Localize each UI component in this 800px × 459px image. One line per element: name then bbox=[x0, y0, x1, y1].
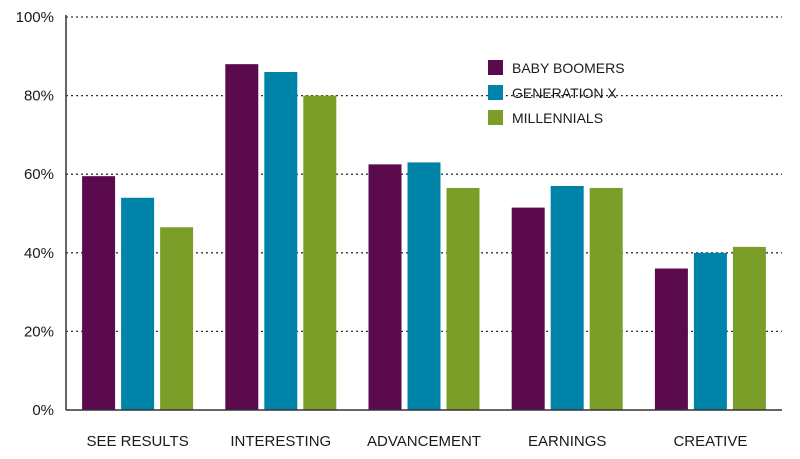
bar bbox=[160, 227, 194, 410]
x-category-label: CREATIVE bbox=[673, 433, 747, 450]
bar bbox=[303, 95, 337, 410]
legend-label: BABY BOOMERS bbox=[512, 60, 625, 76]
y-axis-tick-labels: 0% 20% 40% 60% 80% 100% bbox=[16, 9, 54, 419]
x-axis-category-labels: SEE RESULTS INTERESTING ADVANCEMENT EARNING… bbox=[86, 433, 747, 450]
y-tick-label: 40% bbox=[24, 245, 54, 262]
bar bbox=[407, 162, 441, 410]
bar bbox=[732, 246, 766, 410]
bars bbox=[82, 64, 766, 411]
x-category-label: SEE RESULTS bbox=[86, 433, 188, 450]
axes bbox=[65, 15, 782, 411]
legend-swatch bbox=[488, 85, 503, 100]
legend-label: GENERATION X bbox=[512, 85, 617, 101]
x-category-label: INTERESTING bbox=[230, 433, 331, 450]
bar bbox=[368, 164, 402, 410]
legend-swatch bbox=[488, 60, 503, 75]
legend-swatch bbox=[488, 110, 503, 125]
bar bbox=[550, 185, 584, 410]
y-tick-label: 60% bbox=[24, 166, 54, 183]
y-tick-label: 0% bbox=[32, 402, 54, 419]
y-tick-label: 80% bbox=[24, 88, 54, 105]
bar bbox=[264, 72, 298, 411]
y-tick-label: 100% bbox=[16, 9, 54, 26]
bar bbox=[589, 187, 623, 410]
bar bbox=[693, 252, 727, 410]
bar bbox=[82, 176, 116, 410]
x-category-label: EARNINGS bbox=[528, 433, 606, 450]
y-tick-label: 20% bbox=[24, 323, 54, 340]
bar bbox=[225, 64, 259, 410]
bar bbox=[654, 268, 688, 410]
bar bbox=[511, 207, 545, 410]
legend: BABY BOOMERS GENERATION X MILLENNIALS bbox=[488, 60, 625, 126]
bar bbox=[446, 187, 480, 410]
x-category-label: ADVANCEMENT bbox=[367, 433, 481, 450]
bar bbox=[121, 197, 155, 410]
legend-label: MILLENNIALS bbox=[512, 110, 603, 126]
